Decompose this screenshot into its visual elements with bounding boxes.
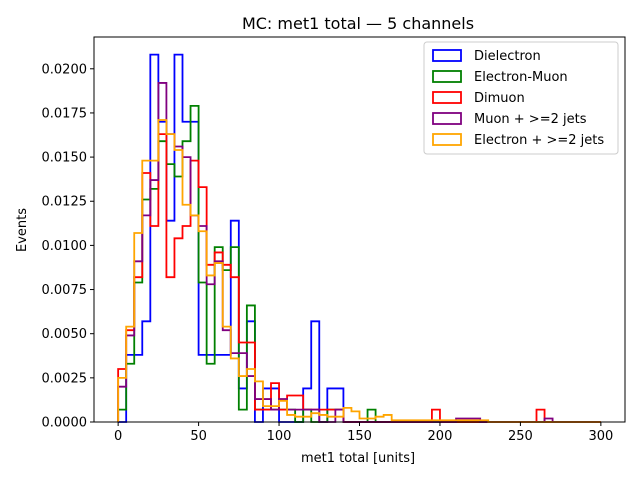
y-tick-label: 0.0025 [42,371,88,386]
legend: Dielectron Electron-Muon Dimuon Muon + >=2 … [423,41,619,155]
x-axis-label: met1 total [units] [301,451,415,466]
y-tick-label: 0.0200 [42,62,88,77]
legend-swatch-3 [432,112,462,125]
x-tick-label: 200 [428,429,453,444]
legend-swatch-2 [432,91,462,104]
legend-box [423,41,619,155]
y-tick-label: 0.0000 [42,416,88,431]
x-axis: 0 50 100 150 200 250 300 [114,422,613,444]
x-tick-label: 0 [114,429,122,444]
legend-label-2: Dimuon [474,91,525,106]
y-tick-label: 0.0050 [42,327,88,342]
y-axis-label: Events [15,208,30,252]
chart-title: MC: met1 total — 5 channels [242,14,474,33]
y-tick-label: 0.0175 [42,106,88,121]
series-4-step [117,119,601,423]
y-axis: 0.0000 0.0025 0.0050 0.0075 0.0100 0.0125 0.01… [42,62,94,431]
x-tick-label: 300 [588,429,613,444]
x-tick-label: 250 [508,429,533,444]
x-tick-label: 100 [267,429,292,444]
y-tick-label: 0.0150 [42,151,88,166]
x-tick-label: 50 [190,429,207,444]
legend-swatch-0 [432,49,462,62]
x-tick-label: 150 [347,429,372,444]
legend-swatch-1 [432,70,462,83]
legend-label-3: Muon + >=2 jets [474,112,587,127]
legend-label-1: Electron-Muon [474,70,568,85]
legend-swatch-4 [432,133,462,146]
y-tick-label: 0.0075 [42,283,88,298]
y-tick-label: 0.0100 [42,239,88,254]
y-tick-label: 0.0125 [42,195,88,210]
legend-label-0: Dielectron [474,49,541,64]
legend-label-4: Electron + >=2 jets [474,133,604,148]
